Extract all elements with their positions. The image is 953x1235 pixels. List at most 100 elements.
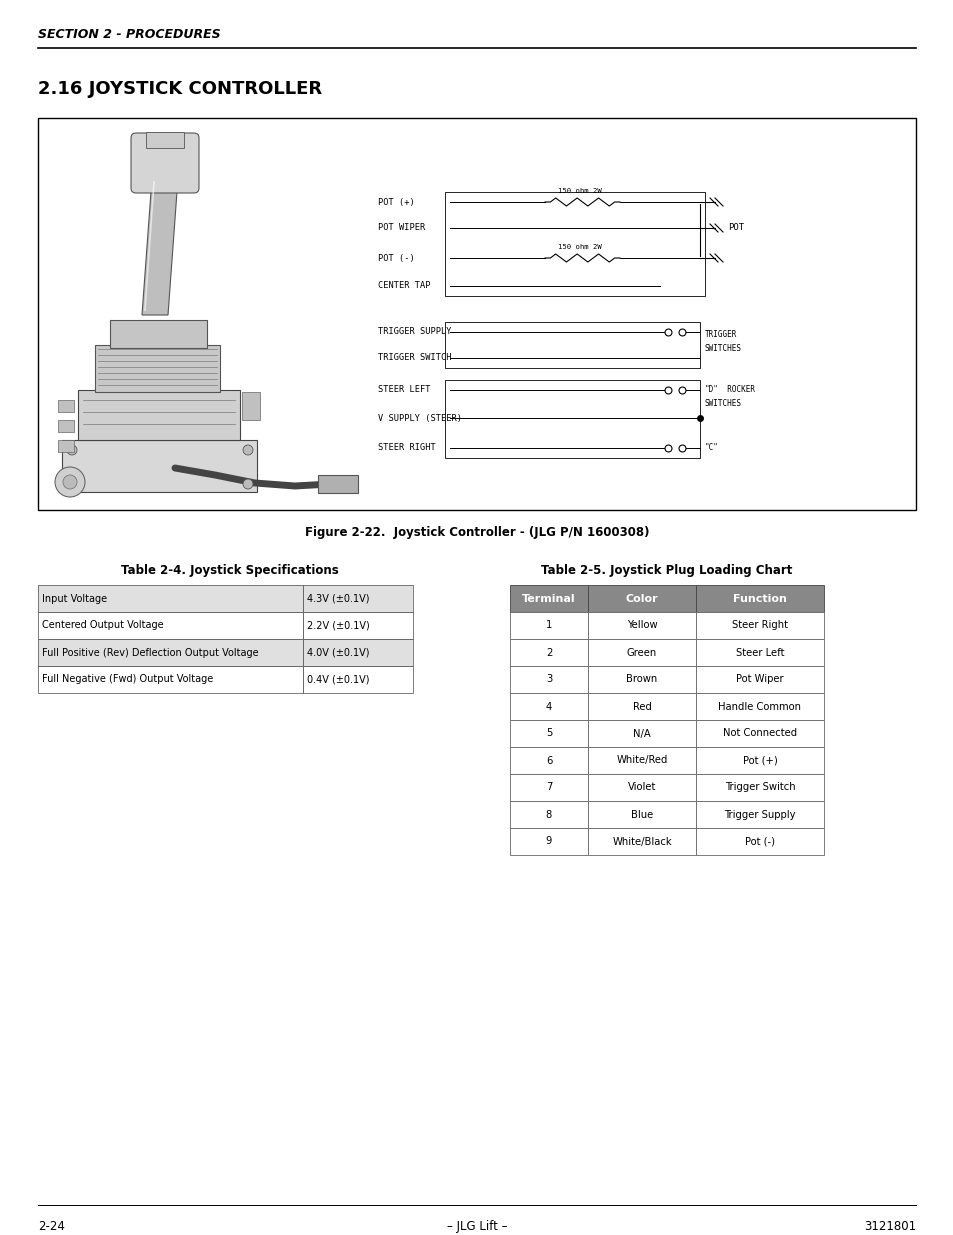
Text: POT (+): POT (+) [377, 198, 415, 206]
Bar [587, 802, 696, 827]
Bar [587, 827, 696, 855]
Text: White/Black: White/Black [612, 836, 671, 846]
Bar [38, 638, 413, 666]
Bar [587, 666, 696, 693]
Text: Violet: Violet [627, 783, 656, 793]
Text: Green: Green [626, 647, 657, 657]
Text: 6: 6 [545, 756, 552, 766]
Text: TRIGGER SWITCH: TRIGGER SWITCH [377, 353, 451, 363]
Bar [510, 747, 587, 774]
Bar [510, 827, 587, 855]
Bar [696, 720, 823, 747]
Text: Pot (-): Pot (-) [744, 836, 774, 846]
Bar [303, 585, 413, 613]
Bar [510, 638, 587, 666]
Bar [587, 638, 696, 666]
Text: Table 2-4. Joystick Specifications: Table 2-4. Joystick Specifications [121, 564, 338, 577]
Bar [303, 613, 413, 638]
Text: Function: Function [732, 594, 786, 604]
Bar [38, 666, 303, 693]
Text: 5: 5 [545, 729, 552, 739]
Text: SWITCHES: SWITCHES [704, 399, 741, 409]
Bar [696, 827, 823, 855]
Text: Table 2-5. Joystick Plug Loading Chart: Table 2-5. Joystick Plug Loading Chart [540, 564, 792, 577]
Text: 2-24: 2-24 [38, 1220, 65, 1233]
Text: POT (-): POT (-) [377, 253, 415, 263]
Text: Figure 2-22.  Joystick Controller - (JLG P/N 1600308): Figure 2-22. Joystick Controller - (JLG … [304, 526, 649, 538]
Bar [696, 585, 823, 613]
Bar [303, 638, 413, 666]
Text: ROCKER: ROCKER [718, 385, 754, 394]
Circle shape [63, 475, 77, 489]
Text: 8: 8 [545, 809, 552, 820]
Bar [587, 720, 696, 747]
Bar [38, 613, 303, 638]
Bar [696, 638, 823, 666]
Bar [510, 774, 587, 802]
Bar [38, 119, 915, 510]
Bar [587, 693, 696, 720]
Bar [510, 585, 587, 613]
Text: 4.0V (±0.1V): 4.0V (±0.1V) [307, 647, 369, 657]
Circle shape [243, 479, 253, 489]
Text: 2.16 JOYSTICK CONTROLLER: 2.16 JOYSTICK CONTROLLER [38, 80, 322, 98]
Text: Handle Common: Handle Common [718, 701, 801, 711]
Text: STEER RIGHT: STEER RIGHT [377, 443, 436, 452]
Text: Full Positive (Rev) Deflection Output Voltage: Full Positive (Rev) Deflection Output Vo… [42, 647, 258, 657]
Text: 150 ohm 2W: 150 ohm 2W [558, 245, 601, 249]
Bar [510, 802, 587, 827]
FancyBboxPatch shape [131, 133, 199, 193]
Bar [444, 380, 700, 458]
Text: V SUPPLY (STEER): V SUPPLY (STEER) [377, 414, 461, 422]
Bar [696, 774, 823, 802]
Text: 2.2V (±0.1V): 2.2V (±0.1V) [307, 620, 370, 631]
Bar [510, 720, 587, 747]
Bar [303, 666, 413, 693]
Polygon shape [142, 178, 178, 315]
Text: SWITCHES: SWITCHES [704, 345, 741, 353]
Text: 3121801: 3121801 [863, 1220, 915, 1233]
Text: STEER LEFT: STEER LEFT [377, 385, 430, 394]
Bar [58, 440, 74, 452]
Text: Yellow: Yellow [626, 620, 657, 631]
Text: TRIGGER SUPPLY: TRIGGER SUPPLY [377, 327, 451, 336]
Text: Blue: Blue [630, 809, 653, 820]
Text: Brown: Brown [626, 674, 657, 684]
Circle shape [55, 467, 85, 496]
Text: TRIGGER: TRIGGER [704, 330, 737, 338]
Bar [444, 191, 704, 296]
Bar [38, 666, 413, 693]
Bar [110, 320, 207, 348]
Text: Terminal: Terminal [521, 594, 576, 604]
Bar [38, 585, 413, 613]
Bar [587, 613, 696, 638]
Bar [587, 774, 696, 802]
Circle shape [67, 479, 77, 489]
Text: Not Connected: Not Connected [722, 729, 796, 739]
Circle shape [243, 445, 253, 454]
Bar [146, 132, 184, 148]
Text: N/A: N/A [633, 729, 650, 739]
Text: 4.3V (±0.1V): 4.3V (±0.1V) [307, 594, 369, 604]
Text: "D": "D" [704, 385, 719, 394]
Text: – JLG Lift –: – JLG Lift – [446, 1220, 507, 1233]
Bar [587, 585, 696, 613]
Bar [38, 613, 413, 638]
Text: 1: 1 [545, 620, 552, 631]
Bar [95, 345, 220, 391]
Text: 7: 7 [545, 783, 552, 793]
Text: White/Red: White/Red [616, 756, 667, 766]
Text: Input Voltage: Input Voltage [42, 594, 107, 604]
Text: Trigger Supply: Trigger Supply [723, 809, 795, 820]
Text: Color: Color [625, 594, 658, 604]
Text: 0.4V (±0.1V): 0.4V (±0.1V) [307, 674, 369, 684]
Text: Trigger Switch: Trigger Switch [724, 783, 795, 793]
Bar [62, 440, 256, 492]
Text: "C": "C" [704, 443, 719, 452]
Bar [444, 322, 700, 368]
Text: Steer Right: Steer Right [731, 620, 787, 631]
Text: 3: 3 [545, 674, 552, 684]
Text: 9: 9 [545, 836, 552, 846]
Bar [78, 390, 240, 440]
Bar [510, 666, 587, 693]
